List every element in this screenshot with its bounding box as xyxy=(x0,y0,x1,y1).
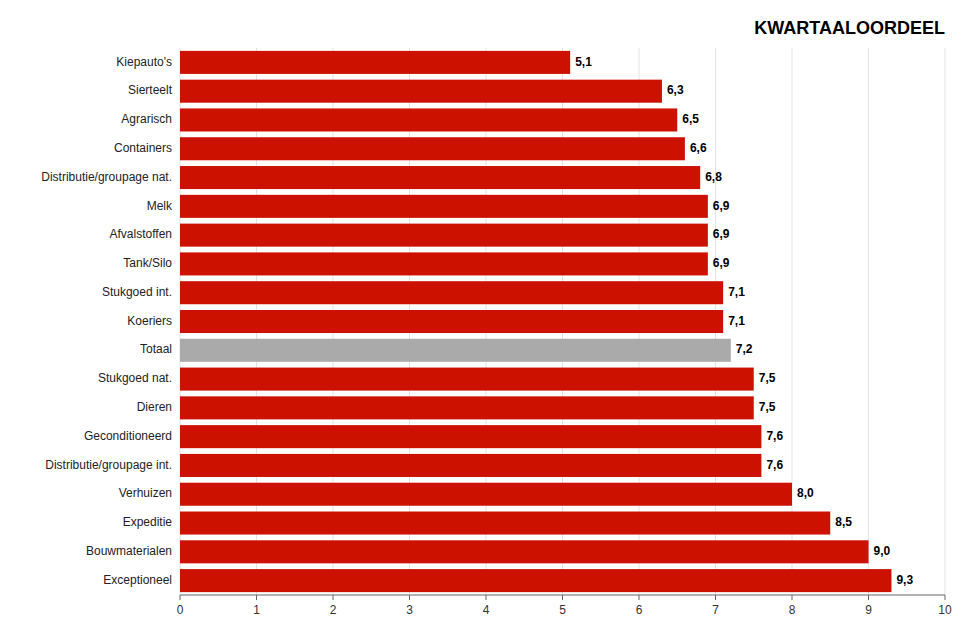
category-label: Stukgoed int. xyxy=(102,285,172,299)
bars xyxy=(180,51,891,592)
tick-label: 10 xyxy=(938,603,952,617)
bar xyxy=(180,224,708,247)
bar xyxy=(180,454,761,477)
tick-mark xyxy=(639,595,640,600)
category-label: Totaal xyxy=(140,342,172,356)
category-label: Sierteelt xyxy=(128,83,173,97)
value-label: 7,2 xyxy=(736,342,753,356)
bar xyxy=(180,51,570,74)
bar xyxy=(180,166,700,189)
category-label: Containers xyxy=(114,141,172,155)
bar xyxy=(180,396,754,419)
bar xyxy=(180,80,662,103)
category-label: Afvalstoffen xyxy=(110,227,172,241)
tick-mark xyxy=(562,595,563,600)
bar xyxy=(180,252,708,275)
tick-label: 9 xyxy=(865,603,872,617)
tick-mark xyxy=(945,595,946,600)
labels: Kiepauto's 5,1 Sierteelt 6,3 Agrarisch 6,5 Con… xyxy=(41,55,913,587)
category-label: Kiepauto's xyxy=(116,55,172,69)
value-label: 6,5 xyxy=(682,112,699,126)
bar xyxy=(180,569,891,592)
value-label: 5,1 xyxy=(575,55,592,69)
value-label: 7,1 xyxy=(728,314,745,328)
category-label: Exceptioneel xyxy=(103,573,172,587)
title: KWARTAALOORDEEL xyxy=(754,18,945,38)
value-label: 6,9 xyxy=(713,199,730,213)
tick-label: 0 xyxy=(177,603,184,617)
tick-mark xyxy=(715,595,716,600)
value-label: 9,3 xyxy=(896,573,913,587)
grid-line xyxy=(868,48,869,595)
bar xyxy=(180,339,731,362)
bar xyxy=(180,108,677,131)
tick-mark xyxy=(333,595,334,600)
category-label: Geconditioneerd xyxy=(84,429,172,443)
tick-mark xyxy=(256,595,257,600)
bar xyxy=(180,137,685,160)
category-label: Stukgoed nat. xyxy=(98,371,172,385)
grid-line xyxy=(945,48,946,595)
tick-label: 5 xyxy=(559,603,566,617)
tick-label: 6 xyxy=(636,603,643,617)
tick-label: 7 xyxy=(712,603,719,617)
tick-mark xyxy=(180,595,181,600)
tick-mark xyxy=(409,595,410,600)
chart-svg: 0 1 2 3 4 5 6 7 8 9 10 Kiepauto's 5,1 Sierteelt 6,3 Agr… xyxy=(0,0,975,635)
tick-label: 3 xyxy=(406,603,413,617)
category-label: Tank/Silo xyxy=(123,256,172,270)
bar xyxy=(180,368,754,391)
tick-label: 8 xyxy=(789,603,796,617)
value-label: 8,5 xyxy=(835,515,852,529)
category-label: Verhuizen xyxy=(119,486,172,500)
tick-mark xyxy=(868,595,869,600)
category-label: Distributie/groupage int. xyxy=(45,458,172,472)
x-axis: 0 1 2 3 4 5 6 7 8 9 10 xyxy=(177,595,952,617)
tick-label: 2 xyxy=(330,603,337,617)
tick-label: 1 xyxy=(253,603,260,617)
category-label: Dieren xyxy=(137,400,172,414)
value-label: 6,9 xyxy=(713,227,730,241)
category-label: Distributie/groupage nat. xyxy=(41,170,172,184)
value-label: 6,3 xyxy=(667,83,684,97)
category-label: Expeditie xyxy=(123,515,173,529)
bar xyxy=(180,310,723,333)
category-label: Bouwmaterialen xyxy=(86,544,172,558)
tick-mark xyxy=(792,595,793,600)
value-label: 7,6 xyxy=(766,458,783,472)
tick-label: 4 xyxy=(483,603,490,617)
category-label: Agrarisch xyxy=(121,112,172,126)
value-label: 6,9 xyxy=(713,256,730,270)
bar xyxy=(180,512,830,535)
bar xyxy=(180,483,792,506)
value-label: 7,5 xyxy=(759,400,776,414)
bar xyxy=(180,195,708,218)
tick-mark xyxy=(486,595,487,600)
value-label: 7,5 xyxy=(759,371,776,385)
grid xyxy=(180,48,945,595)
chart-container: 0 1 2 3 4 5 6 7 8 9 10 Kiepauto's 5,1 Sierteelt 6,3 Agr… xyxy=(0,0,975,635)
bar xyxy=(180,281,723,304)
value-label: 9,0 xyxy=(874,544,891,558)
value-label: 6,8 xyxy=(705,170,722,184)
value-label: 8,0 xyxy=(797,486,814,500)
category-label: Melk xyxy=(147,199,173,213)
axis-line xyxy=(180,595,945,596)
value-label: 7,1 xyxy=(728,285,745,299)
value-label: 6,6 xyxy=(690,141,707,155)
category-label: Koeriers xyxy=(127,314,172,328)
bar xyxy=(180,425,761,448)
value-label: 7,6 xyxy=(766,429,783,443)
bar xyxy=(180,540,869,563)
